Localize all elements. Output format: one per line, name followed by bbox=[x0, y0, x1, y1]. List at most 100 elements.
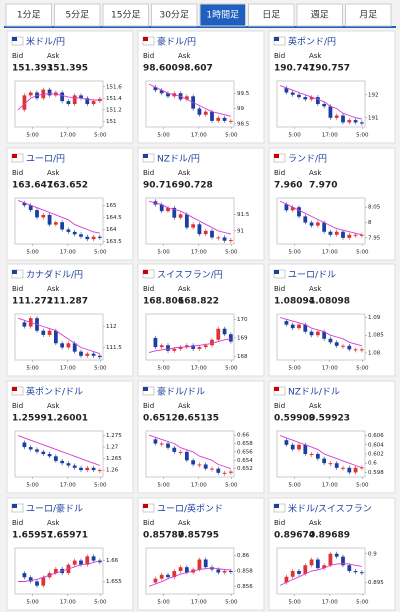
candle bbox=[228, 571, 233, 572]
y-tick-label: 0.895 bbox=[368, 580, 384, 586]
ask-value: 1.08098 bbox=[309, 297, 350, 307]
candle bbox=[359, 234, 364, 236]
candle bbox=[309, 331, 314, 336]
candle bbox=[334, 553, 339, 557]
candle bbox=[197, 464, 202, 466]
candle bbox=[228, 471, 233, 473]
pair-name[interactable]: カナダドル/円 bbox=[26, 269, 83, 281]
pair-name[interactable]: ユーロ/豪ドル bbox=[26, 503, 83, 515]
tab-label[interactable]: 週足 bbox=[311, 10, 329, 21]
pair-name[interactable]: NZドル/円 bbox=[157, 154, 200, 165]
bid-label: Bid bbox=[274, 52, 285, 60]
candle bbox=[178, 347, 183, 349]
pair-name[interactable]: 米ドル/スイスフラン bbox=[288, 503, 372, 515]
tab[interactable] bbox=[248, 3, 295, 27]
candle bbox=[159, 574, 164, 579]
candle bbox=[91, 556, 96, 561]
pair-name[interactable]: 豪ドル/円 bbox=[157, 36, 196, 48]
tab-label[interactable]: 15分足 bbox=[111, 10, 140, 21]
flag-mark bbox=[143, 37, 148, 41]
x-tick-label: 5:00 bbox=[157, 483, 170, 489]
candle bbox=[47, 89, 52, 96]
candle bbox=[284, 321, 289, 325]
y-tick-label: 0.604 bbox=[368, 442, 384, 448]
candle bbox=[166, 93, 170, 97]
tab-label[interactable]: 月足 bbox=[359, 10, 377, 21]
candle bbox=[303, 97, 308, 100]
candle bbox=[353, 467, 358, 473]
candle bbox=[91, 467, 96, 471]
y-tick-label: 111.5 bbox=[106, 345, 122, 351]
y-tick-label: 1.08 bbox=[368, 350, 381, 356]
ask-value: 111.287 bbox=[47, 297, 88, 307]
tab[interactable] bbox=[151, 3, 198, 27]
candle bbox=[328, 553, 333, 566]
tab[interactable] bbox=[102, 3, 149, 27]
tab-label[interactable]: 5分足 bbox=[65, 10, 89, 21]
pair-name[interactable]: 英ポンド/ドル bbox=[26, 386, 83, 398]
candle bbox=[197, 347, 202, 349]
pair-name[interactable]: ユーロ/ドル bbox=[288, 271, 336, 281]
candle bbox=[309, 454, 314, 455]
x-tick-label: 5:00 bbox=[356, 366, 369, 372]
flag-mark bbox=[12, 270, 17, 274]
pair-name[interactable]: ランド/円 bbox=[288, 154, 327, 165]
chart-frame bbox=[276, 430, 366, 478]
tab-label[interactable]: 1時間足 bbox=[206, 10, 239, 21]
candle bbox=[341, 345, 345, 347]
x-tick-label: 17:00 bbox=[191, 133, 207, 139]
pair-name[interactable]: 英ポンド/円 bbox=[288, 36, 336, 48]
x-tick-label: 5:00 bbox=[26, 250, 39, 256]
tab-label[interactable]: 日足 bbox=[262, 10, 280, 21]
candle bbox=[28, 92, 33, 96]
pair-name[interactable]: ユーロ/円 bbox=[26, 154, 65, 165]
moving-average bbox=[17, 435, 101, 466]
pair-name[interactable]: スイスフラン/円 bbox=[157, 270, 223, 281]
y-tick-label: 168 bbox=[237, 354, 248, 360]
tab-label[interactable]: 30分足 bbox=[160, 10, 189, 21]
y-tick-label: 1.09 bbox=[368, 315, 381, 321]
x-tick-label: 17:00 bbox=[322, 483, 338, 489]
candle bbox=[159, 90, 164, 94]
candle bbox=[85, 236, 90, 240]
x-tick-label: 5:00 bbox=[157, 600, 170, 606]
chart-frame bbox=[276, 80, 366, 128]
candle bbox=[41, 451, 46, 454]
candle bbox=[184, 96, 189, 100]
ask-value: 0.89689 bbox=[309, 531, 350, 541]
moving-average bbox=[17, 199, 100, 234]
x-tick-label: 17:00 bbox=[60, 133, 76, 139]
tab[interactable] bbox=[296, 3, 343, 27]
pair-name[interactable]: 豪ドル/ドル bbox=[157, 386, 205, 398]
tab[interactable] bbox=[5, 3, 52, 27]
tab[interactable] bbox=[199, 3, 246, 27]
bid-value: 111.272 bbox=[12, 297, 53, 307]
candle bbox=[284, 576, 289, 583]
x-tick-label: 5:00 bbox=[288, 483, 301, 489]
pair-name[interactable]: 米ドル/円 bbox=[26, 36, 65, 48]
candle bbox=[47, 454, 52, 457]
bid-label: Bid bbox=[12, 402, 23, 410]
x-tick-label: 5:00 bbox=[288, 133, 301, 139]
candle bbox=[315, 331, 320, 336]
pair-name[interactable]: NZドル/ドル bbox=[288, 388, 340, 398]
candle bbox=[341, 467, 345, 469]
candle bbox=[210, 339, 214, 346]
x-tick-label: 5:00 bbox=[225, 366, 238, 372]
chart-frame bbox=[276, 313, 366, 361]
tab-label[interactable]: 1分足 bbox=[17, 10, 41, 21]
candle bbox=[328, 231, 333, 235]
candle bbox=[315, 559, 320, 569]
candle bbox=[222, 237, 227, 241]
x-tick-label: 5:00 bbox=[288, 600, 301, 606]
tab[interactable] bbox=[345, 3, 392, 27]
x-tick-label: 5:00 bbox=[356, 250, 369, 256]
ask-label: Ask bbox=[178, 169, 191, 177]
pair-name[interactable]: ユーロ/英ポンド bbox=[157, 503, 223, 515]
x-tick-label: 17:00 bbox=[60, 366, 76, 372]
tab[interactable] bbox=[54, 3, 101, 27]
candle bbox=[197, 108, 202, 115]
candle bbox=[284, 204, 289, 211]
bid-label: Bid bbox=[274, 519, 285, 527]
candle bbox=[191, 224, 196, 228]
